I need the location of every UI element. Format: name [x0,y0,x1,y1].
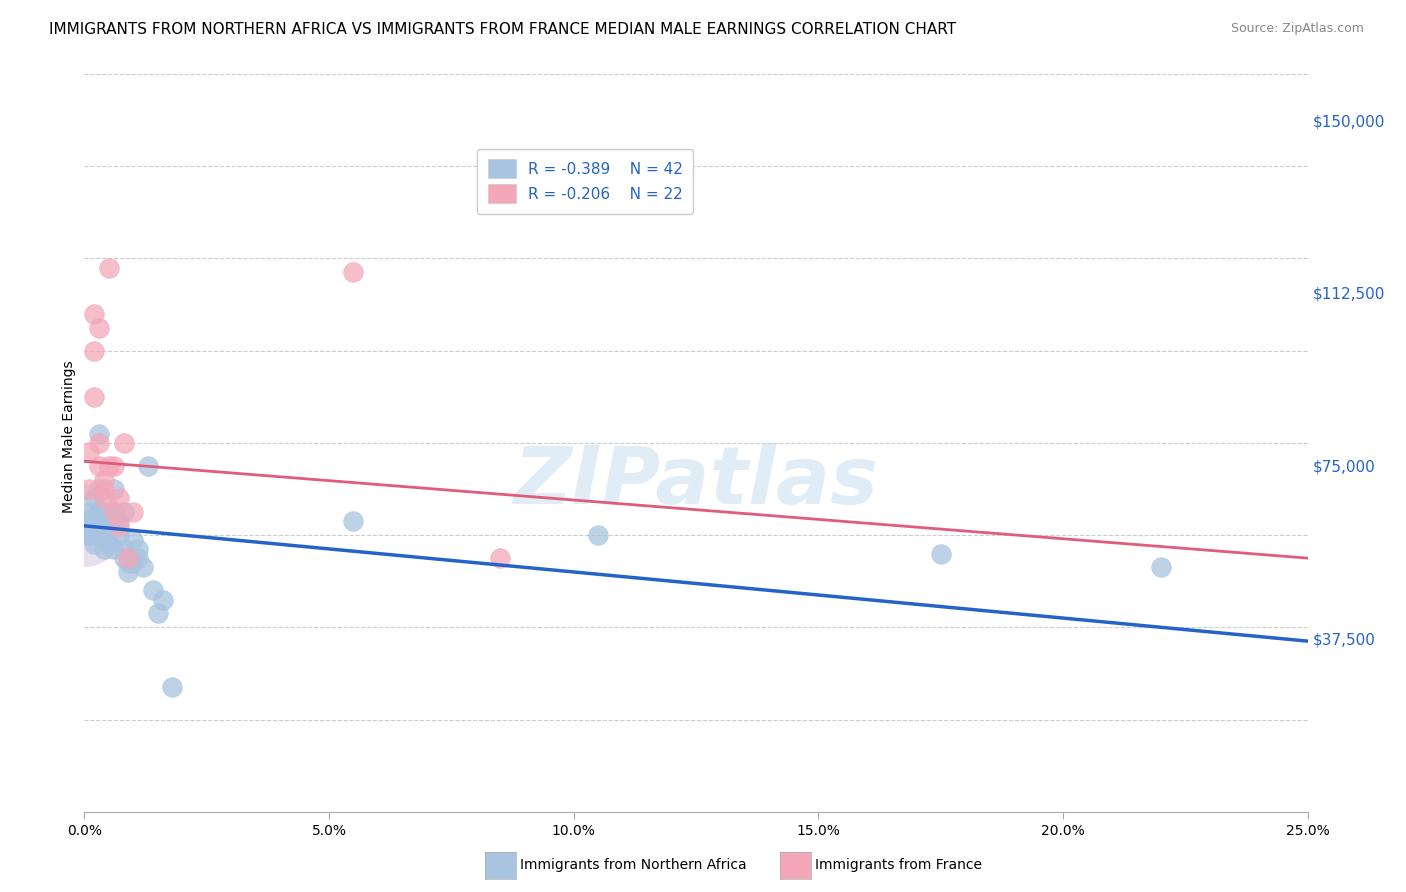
Point [87,519,110,533]
Point [127,551,149,566]
Point [83,307,105,321]
Point [117,565,139,579]
Point [97,519,120,533]
Point [77,505,100,519]
Point [83,519,105,533]
Point [87,320,110,334]
Point [586,528,609,542]
Point [87,505,110,519]
Point [132,560,155,574]
Point [93,541,115,556]
Point [77,528,100,542]
Point [122,505,145,519]
Point [152,592,174,607]
Point [87,426,110,441]
Point [342,514,364,528]
Point [112,541,135,556]
Point [93,491,115,505]
Point [103,458,125,473]
Point [107,491,129,505]
Point [83,509,105,524]
Point [93,473,115,487]
Point [127,541,149,556]
Point [83,343,105,358]
Point [489,551,512,566]
Y-axis label: Median Male Earnings: Median Male Earnings [62,360,76,514]
Point [107,514,129,528]
Text: Source: ZipAtlas.com: Source: ZipAtlas.com [1230,22,1364,36]
Point [103,505,125,519]
Point [93,505,115,519]
Point [87,458,110,473]
Legend: R = -0.389    N = 42, R = -0.206    N = 22: R = -0.389 N = 42, R = -0.206 N = 22 [477,149,693,213]
Point [112,505,135,519]
Point [122,533,145,547]
Point [87,435,110,450]
Point [146,607,169,621]
Point [83,528,105,542]
Point [87,482,110,496]
Point [97,260,120,275]
Point [77,482,100,496]
Point [103,541,125,556]
Point [93,482,115,496]
Text: Immigrants from Northern Africa: Immigrants from Northern Africa [520,858,747,872]
Point [117,551,139,566]
Point [112,551,135,566]
Text: IMMIGRANTS FROM NORTHERN AFRICA VS IMMIGRANTS FROM FRANCE MEDIAN MALE EARNINGS C: IMMIGRANTS FROM NORTHERN AFRICA VS IMMIG… [49,22,956,37]
Point [107,528,129,542]
Point [929,547,952,561]
Point [73,519,96,533]
Point [342,265,364,279]
Point [142,583,165,598]
Point [77,519,100,533]
Point [103,505,125,519]
Point [83,491,105,505]
Point [83,390,105,404]
Point [77,445,100,459]
Point [122,556,145,570]
Text: Immigrants from France: Immigrants from France [815,858,983,872]
Point [1150,560,1173,574]
Point [93,528,115,542]
Text: ZIPatlas: ZIPatlas [513,443,879,521]
Point [97,458,120,473]
Point [103,482,125,496]
Point [83,537,105,551]
Point [107,519,129,533]
Point [136,458,159,473]
Point [112,435,135,450]
Point [117,556,139,570]
Point [77,514,100,528]
Point [97,537,120,551]
Point [162,680,184,694]
